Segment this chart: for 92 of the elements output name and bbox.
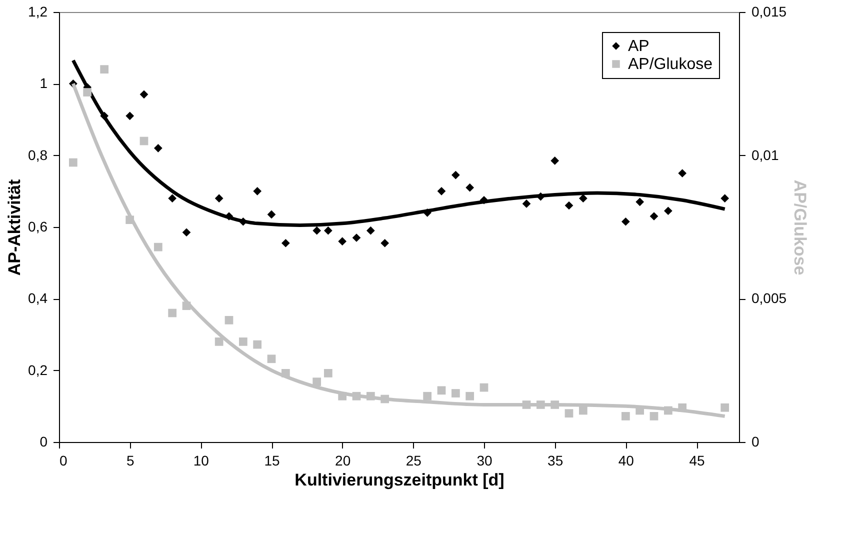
point [253,340,262,349]
point [324,369,332,378]
y-tick-label: 0,4 [28,290,48,306]
point [126,112,134,120]
y2-tick-label: 0,01 [752,146,779,163]
point [182,302,191,310]
point [281,238,290,248]
point [380,394,390,404]
y-tick-label: 0,8 [28,146,48,163]
y-tick-label: 1 [40,75,48,92]
point [466,183,474,192]
point [451,389,460,398]
x-tick-label: 15 [264,452,280,468]
point [100,112,109,120]
point [100,65,109,74]
point [214,194,224,203]
point [267,210,276,219]
x-tick-label: 5 [126,452,134,468]
point [550,400,560,409]
point [253,186,262,196]
point [154,144,162,152]
point [564,201,574,210]
point [650,412,658,420]
y2-tick-label: 0,005 [752,290,787,306]
y2-axis-title: AP/Glukose [790,180,810,276]
point [522,400,531,409]
y2-tick-label: 0,015 [752,4,787,20]
point [423,208,432,217]
point [140,136,148,146]
point [522,200,531,208]
point [312,226,322,235]
legend-label: AP [628,38,650,55]
point [366,226,375,235]
point [168,194,177,203]
point [664,406,672,415]
x-tick-label: 20 [335,452,351,468]
legend-label: AP/Glukose [628,56,713,73]
point [423,392,432,400]
point [366,392,375,400]
point [451,170,460,180]
point [352,392,361,400]
y-tick-label: 0 [40,434,48,450]
point [536,400,545,409]
point [678,169,687,178]
point [437,186,446,196]
point [720,403,730,412]
point [68,158,78,167]
point [214,337,224,346]
point [664,206,672,216]
y-tick-label: 1,2 [28,4,48,20]
y2-tick-label: 0 [752,434,760,450]
point [678,403,687,412]
point [480,383,488,392]
point [83,88,92,96]
x-tick-label: 35 [548,452,564,468]
point [578,406,588,415]
point [380,238,390,248]
x-tick-label: 25 [406,452,422,468]
x-tick-label: 45 [689,452,705,468]
point [338,237,347,246]
y-axis-title: AP-Aktivität [5,178,24,276]
point [338,392,347,400]
point [480,196,488,204]
point [437,386,446,395]
point [621,412,630,420]
y-tick-label: 0,2 [28,362,48,378]
point [550,156,560,165]
point [182,228,191,237]
x-tick-label: 10 [193,452,210,468]
point [564,409,574,418]
point [352,234,361,242]
point [281,369,290,378]
point [621,217,630,226]
point [650,212,658,220]
y-tick-label: 0,6 [28,218,48,234]
point [238,337,248,346]
point [636,198,644,206]
point [466,392,474,400]
point [324,226,332,235]
point [720,194,730,203]
x-tick-label: 40 [618,452,634,468]
point [578,194,588,203]
point [126,216,134,224]
point [224,316,234,324]
x-tick-label: 30 [476,452,492,468]
point [140,90,148,99]
x-axis-title: Kultivierungszeitpunkt [d] [294,470,504,490]
x-tick-label: 0 [60,452,68,468]
point [168,308,177,318]
point [154,242,162,252]
point [267,354,276,364]
point [312,378,322,386]
